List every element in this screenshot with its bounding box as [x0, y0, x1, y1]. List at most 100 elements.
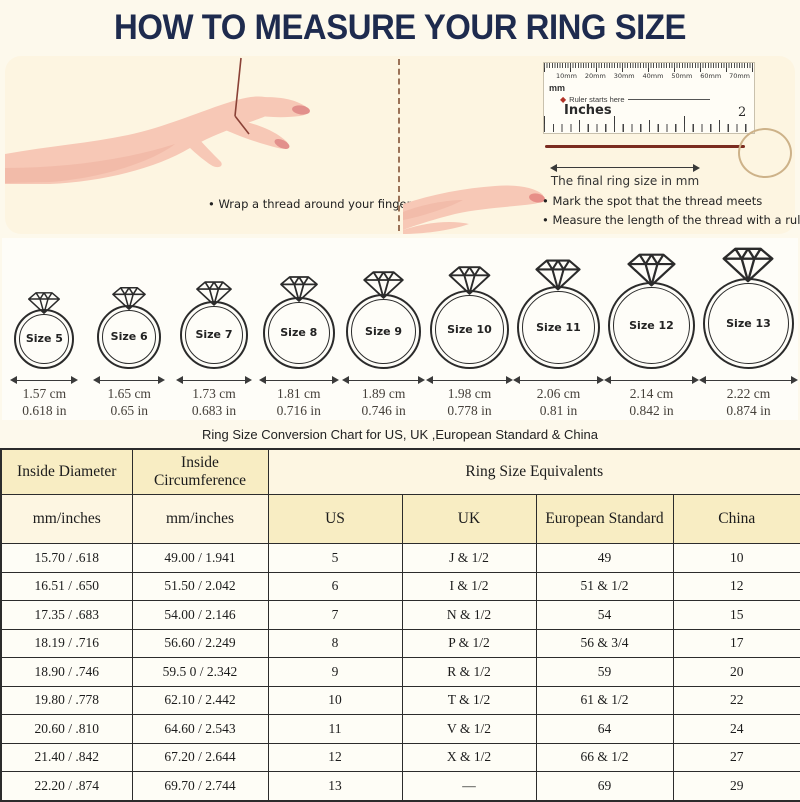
- diameter-arrow: [93, 376, 166, 385]
- red-diamond-icon: ◆: [560, 94, 567, 104]
- column-diameter-mm-inches: mm/inches: [0, 494, 133, 544]
- ring-circle: Size 10: [429, 289, 509, 369]
- header-inside-diameter: Inside Diameter: [0, 448, 133, 495]
- diameter-arrow: [698, 376, 798, 385]
- table-cell: 13: [267, 771, 403, 801]
- ring-inch-value: 0.746 in: [361, 403, 406, 419]
- ring-circle: Size 11: [516, 285, 600, 369]
- ring-circle: Size 7: [179, 300, 248, 369]
- ring-inch-value: 0.81 in: [539, 403, 578, 419]
- ring-inner-circle: Size 9: [351, 298, 417, 364]
- ring-inch-value: 0.618 in: [22, 403, 67, 419]
- diameter-arrow: [603, 376, 699, 385]
- column-uk: UK: [401, 494, 537, 544]
- ring-circle: Size 9: [346, 293, 422, 369]
- table-cell: 12: [267, 742, 403, 772]
- table-cell: J & 1/2: [401, 543, 537, 573]
- table-cell: 24: [672, 714, 800, 744]
- diamond-icon: [28, 291, 61, 314]
- column-european-standard: European Standard: [535, 494, 674, 544]
- ruler-starts-here-line: [627, 99, 710, 100]
- ring-cm-value: 1.81 cm: [277, 385, 321, 401]
- table-cell: V & 1/2: [401, 714, 537, 744]
- ring-cm-value: 2.14 cm: [629, 385, 674, 401]
- table-cell: 22: [672, 685, 800, 715]
- table-cell: 51.50 / 2.042: [131, 571, 269, 601]
- ruler-starts-here-label: Ruler starts here: [569, 95, 625, 104]
- table-cell: 20.60 / .810: [0, 714, 133, 744]
- ring-size-item: Size 12 2.14 cm 0.842 in: [603, 252, 699, 420]
- table-cell: I & 1/2: [401, 571, 537, 601]
- rings-row: Size 5 1.57 cm 0.618 in Size 6 1.65 cm 0.65 i…: [2, 238, 798, 420]
- diameter-arrow: [10, 376, 79, 385]
- ring-size-item: Size 6 1.65 cm 0.65 in: [87, 286, 172, 420]
- table-cell: 10: [672, 543, 800, 573]
- table-cell: 62.10 / 2.442: [131, 685, 269, 715]
- ring-inch-value: 0.842 in: [629, 403, 674, 419]
- table-cell: 51 & 1/2: [535, 571, 674, 601]
- table-cell: 64: [535, 714, 674, 744]
- table-cell: 18.90 / .746: [0, 657, 133, 687]
- table-cell: R & 1/2: [401, 657, 537, 687]
- conversion-table: Inside Diameter Inside Circumference Rin…: [0, 448, 800, 802]
- table-cell: P & 1/2: [401, 628, 537, 658]
- diamond-icon: [279, 276, 318, 302]
- table-cell: 69: [535, 771, 674, 801]
- ring-size-label: Size 7: [195, 328, 233, 342]
- table-cell: 56.60 / 2.249: [131, 628, 269, 658]
- ring-circle: Size 12: [607, 281, 695, 369]
- hand-with-thread-illustration: [5, 57, 310, 184]
- ring-inner-circle: Size 10: [434, 294, 504, 364]
- diamond-icon: [196, 281, 232, 306]
- ring-size-label: Size 12: [629, 318, 674, 332]
- table-cell: 54.00 / 2.146: [131, 600, 269, 630]
- column-china: China: [672, 494, 800, 544]
- step-mark-spot: Mark the spot that the thread meets: [542, 192, 800, 211]
- diamond-icon: [363, 271, 404, 299]
- table-cell: 15: [672, 600, 800, 630]
- table-cell: 11: [267, 714, 403, 744]
- ring-circle: Size 5: [14, 308, 75, 369]
- ruler-starts-here: ◆ Ruler starts here: [560, 95, 710, 104]
- table-cell: 20: [672, 657, 800, 687]
- ruler-mm-tick-label: 30mm: [613, 72, 635, 80]
- panel-divider: [398, 59, 400, 231]
- ring-cm-value: 1.98 cm: [447, 385, 492, 401]
- table-cell: 22.20 / .874: [0, 771, 133, 801]
- ring-inner-circle: Size 6: [102, 309, 157, 364]
- ring-size-label: Size 8: [280, 326, 318, 340]
- column-circumference-mm-inches: mm/inches: [131, 494, 269, 544]
- ruler-mm-tick-label: 40mm: [642, 72, 664, 80]
- step-wrap-thread: Wrap a thread around your finger: [208, 195, 411, 214]
- table-cell: 54: [535, 600, 674, 630]
- ring-inner-circle: Size 11: [521, 290, 595, 364]
- diamond-icon: [448, 266, 491, 295]
- final-size-arrow: [550, 163, 700, 172]
- ring-size-item: Size 7 1.73 cm 0.683 in: [172, 280, 257, 420]
- table-row: 20.60 / .810 64.60 / 2.543 11 V & 1/2 64 24: [0, 714, 800, 744]
- ruler-illustration: 10mm 20mm 30mm 40mm 50mm 60mm 70mm mm ◆ Ruler …: [543, 62, 755, 134]
- column-us: US: [267, 494, 403, 544]
- instructions-panel: Wrap a thread around your finger 10mm 20m…: [5, 56, 800, 234]
- ring-size-item: Size 5 1.57 cm 0.618 in: [2, 291, 87, 420]
- table-cell: 61 & 1/2: [535, 685, 674, 715]
- table-cell: 6: [267, 571, 403, 601]
- table-cell: N & 1/2: [401, 600, 537, 630]
- ring-size-label: Size 11: [536, 320, 581, 334]
- ring-inch-value: 0.778 in: [447, 403, 492, 419]
- table-cell: 10: [267, 685, 403, 715]
- diamond-icon: [723, 247, 774, 283]
- table-cell: 12: [672, 571, 800, 601]
- table-row: 18.19 / .716 56.60 / 2.249 8 P & 1/2 56 & 3/…: [0, 628, 800, 658]
- ring-inner-circle: Size 13: [707, 282, 789, 364]
- table-cell: 29: [672, 771, 800, 801]
- ring-inner-circle: Size 8: [267, 301, 330, 364]
- table-row: 16.51 / .650 51.50 / 2.042 6 I & 1/2 51 & 1/…: [0, 571, 800, 601]
- ruler-mm-tick-label: 50mm: [671, 72, 693, 80]
- table-cell: X & 1/2: [401, 742, 537, 772]
- ruler-inch-2-label: 2: [738, 105, 747, 120]
- ruler-mm-tick-label: 60mm: [700, 72, 722, 80]
- table-row: 15.70 / .618 49.00 / 1.941 5 J & 1/2 49 10: [0, 543, 800, 573]
- ruler-mm-tick-label: 20mm: [584, 72, 606, 80]
- ring-size-label: Size 6: [110, 330, 148, 344]
